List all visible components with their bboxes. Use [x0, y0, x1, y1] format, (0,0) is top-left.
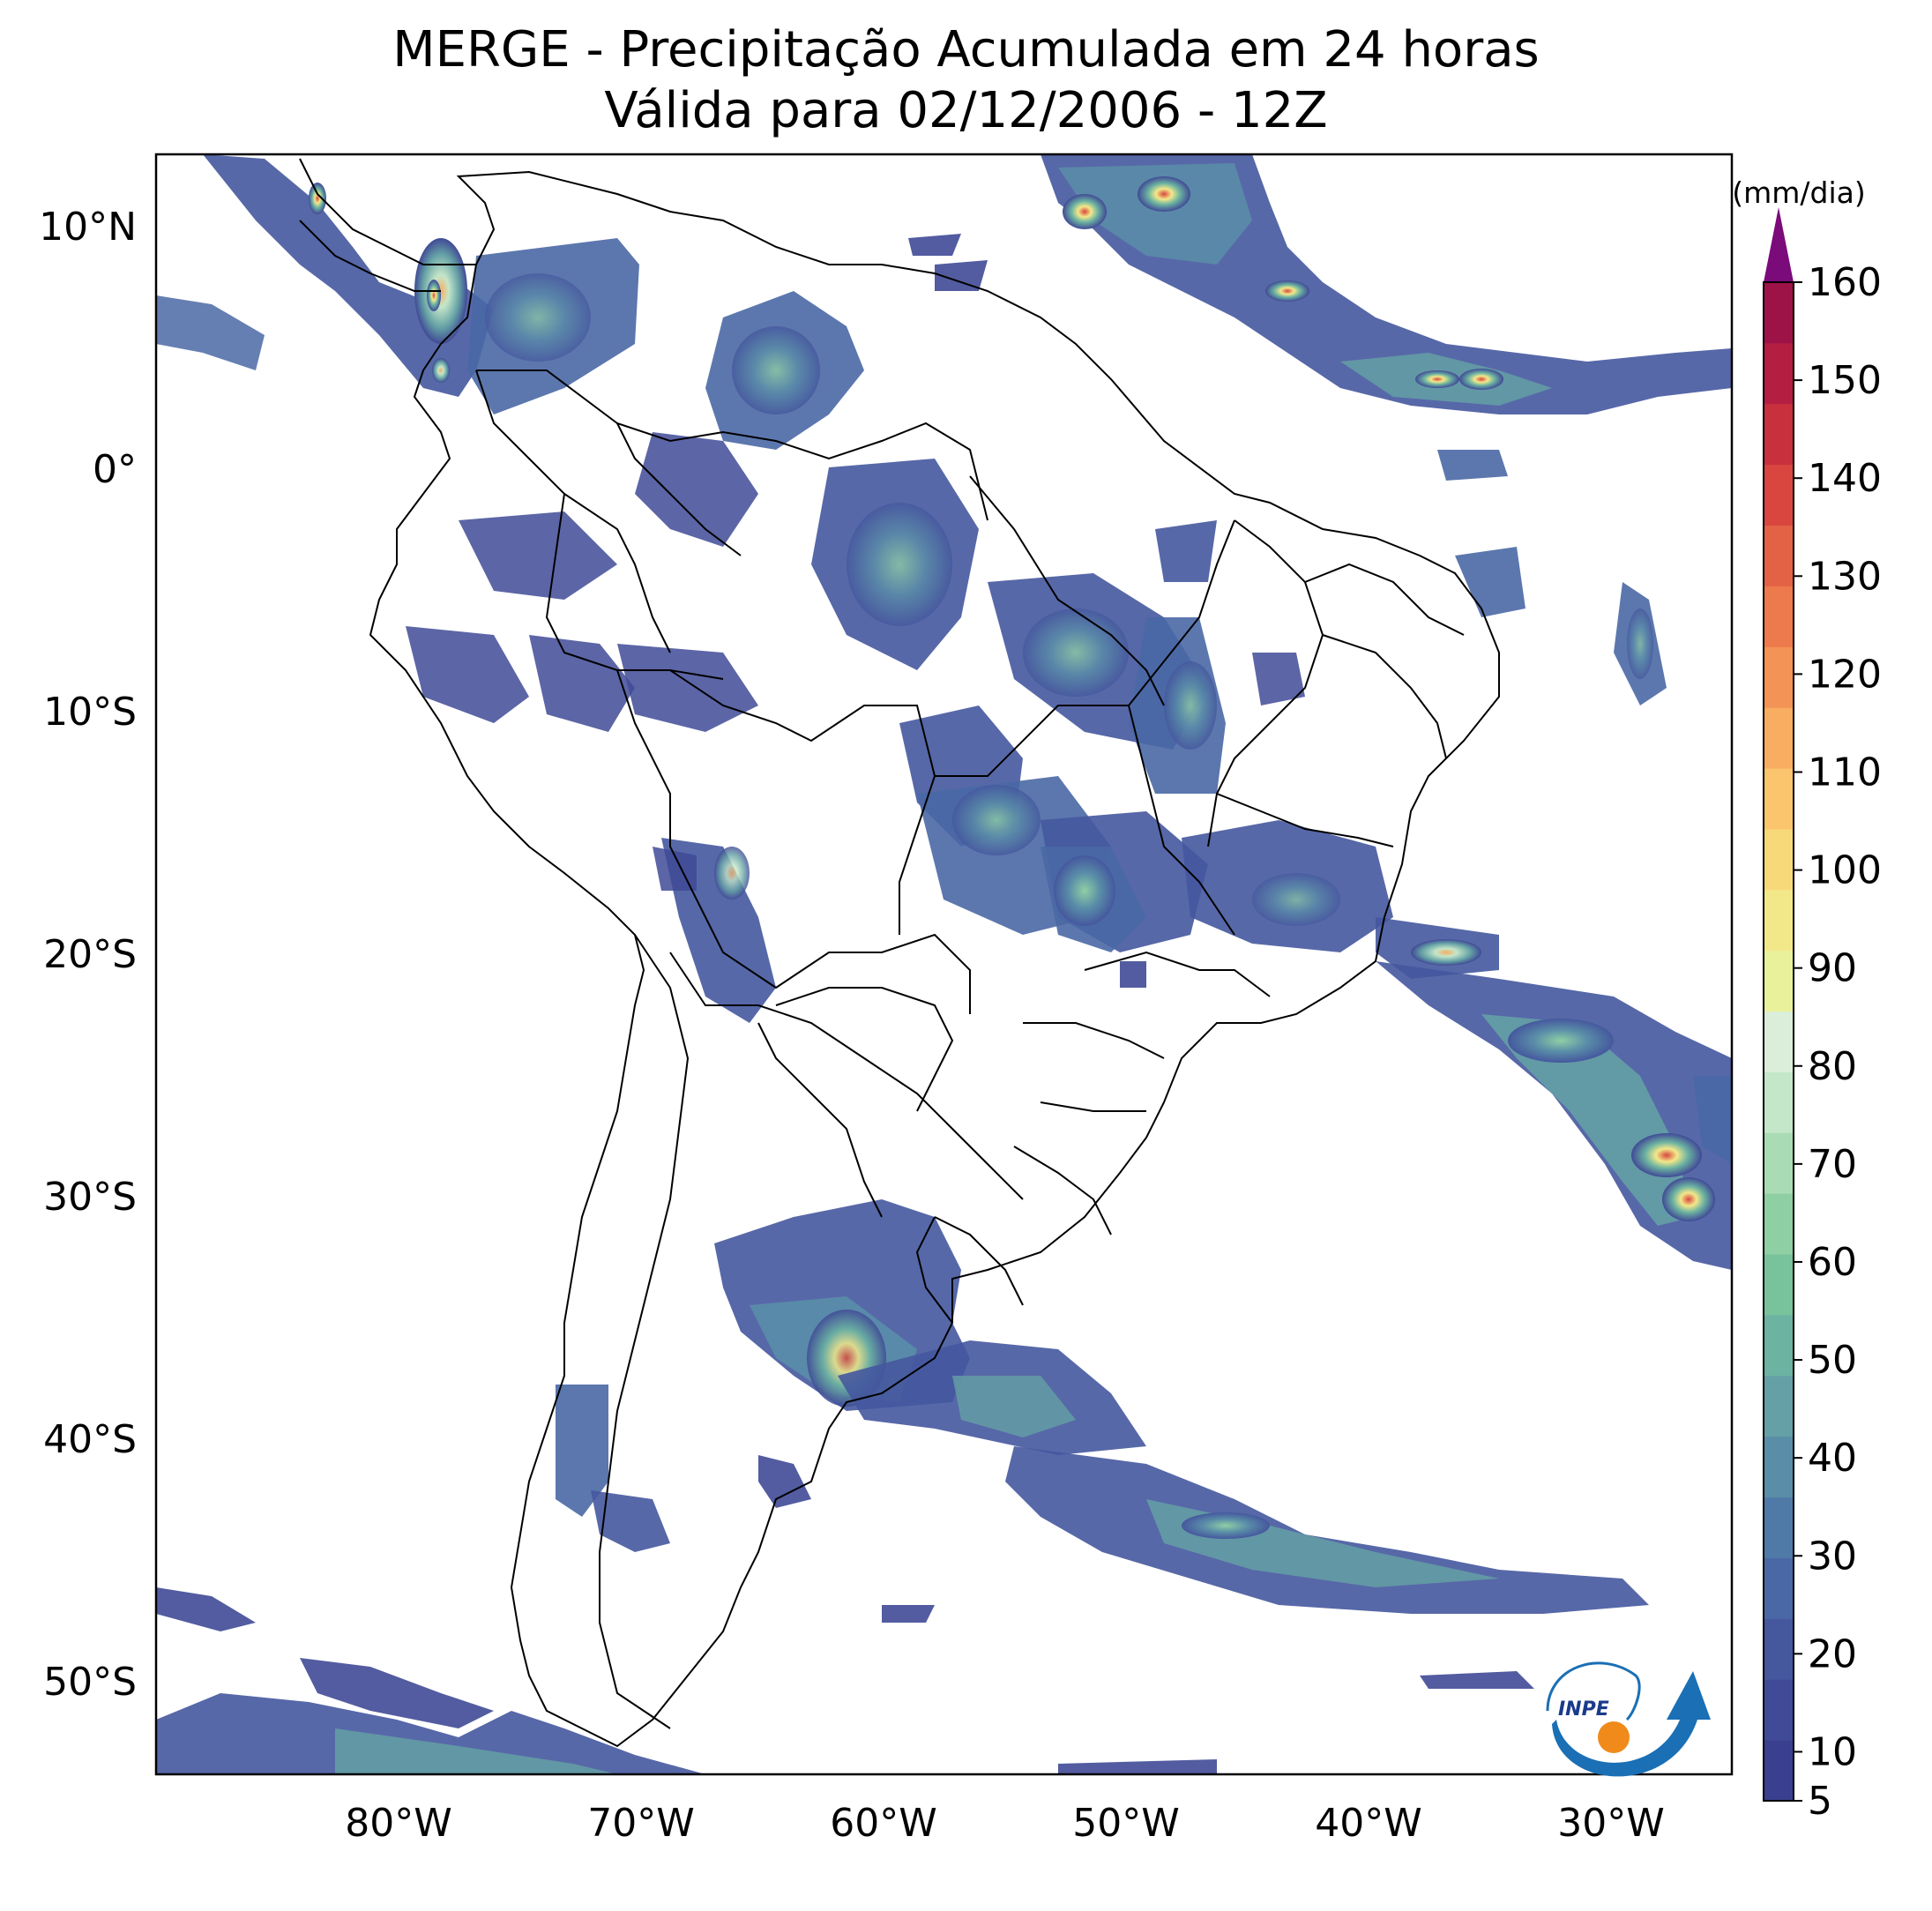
colorbar-tick-label: 40 [1808, 1436, 1857, 1481]
colorbar-segment [1764, 1193, 1794, 1255]
colorbar-tick-label: 140 [1808, 456, 1882, 501]
colorbar-tick-label: 50 [1808, 1338, 1857, 1383]
lon-label-50w: 50°W [1072, 1801, 1180, 1846]
logo-sun-icon [1598, 1721, 1630, 1753]
colorbar-tick-label: 30 [1808, 1534, 1857, 1579]
inpe-logo: INPE [1546, 1661, 1711, 1777]
lat-label-40s: 40°S [43, 1417, 137, 1462]
colorbar-segment [1764, 1557, 1794, 1619]
colorbar-segment [1764, 1254, 1794, 1316]
lat-label-0: 0° [93, 447, 137, 492]
map-subtitle: Válida para 02/12/2006 - 12Z [604, 82, 1328, 139]
logo-orbit-icon [1546, 1661, 1641, 1721]
lon-label-80w: 80°W [345, 1801, 452, 1846]
lat-label-10s: 10°S [43, 690, 137, 735]
colorbar-tick-label: 90 [1808, 946, 1857, 991]
colorbar-segment [1764, 828, 1794, 891]
colorbar-tick-label: 20 [1808, 1631, 1857, 1676]
colorbar-tick-label: 100 [1808, 848, 1882, 893]
borders [299, 158, 1500, 1748]
colorbar-units: (mm/dia) [1732, 175, 1866, 210]
longitude-labels: 80°W 70°W 60°W 50°W 40°W 30°W [345, 1801, 1665, 1846]
colorbar-segment [1764, 586, 1794, 647]
lat-label-10n: 10°N [39, 205, 137, 250]
colorbar-tick-label: 150 [1808, 358, 1882, 403]
colorbar-tick-label: 110 [1808, 750, 1882, 795]
colorbar-segment [1764, 403, 1794, 466]
colorbar-segment [1764, 1314, 1794, 1377]
colorbar-frame [1763, 281, 1794, 1802]
colorbar-segment [1764, 464, 1794, 526]
colorbar-segment [1764, 950, 1794, 1012]
colorbar-segment [1764, 646, 1794, 708]
colorbar-segment [1764, 1679, 1794, 1741]
logo-arrow-icon [1552, 1671, 1711, 1777]
colorbar-segment [1764, 282, 1794, 344]
colorbar-tick-label: 80 [1808, 1044, 1857, 1089]
logo-text: INPE [1558, 1698, 1609, 1721]
colorbar-tick-label: 10 [1808, 1729, 1857, 1774]
colorbar-segments [1764, 282, 1794, 1802]
lat-label-20s: 20°S [43, 932, 137, 977]
colorbar-ticks: 5 10 20 30 40 50 60 70 80 90 100 110 120 130 140 150 160 [1794, 260, 1882, 1824]
colorbar-segment [1764, 1132, 1794, 1194]
colorbar-tick-label: 70 [1808, 1142, 1857, 1187]
colorbar-segment [1764, 768, 1794, 830]
colorbar-segment [1764, 1740, 1794, 1802]
colorbar-tick-label: 160 [1808, 260, 1882, 305]
lon-label-30w: 30°W [1557, 1801, 1665, 1846]
colorbar-segment [1764, 707, 1794, 769]
lon-label-40w: 40°W [1315, 1801, 1422, 1846]
lat-label-50s: 50°S [43, 1660, 137, 1705]
colorbar-tick-label: 60 [1808, 1240, 1857, 1285]
colorbar-segment [1764, 342, 1794, 405]
colorbar-segment [1764, 1497, 1794, 1558]
lat-label-30s: 30°S [43, 1175, 137, 1220]
colorbar-segment [1764, 1436, 1794, 1498]
lon-label-60w: 60°W [830, 1801, 937, 1846]
colorbar-extend-arrow [1764, 207, 1794, 282]
latitude-labels: 10°N 0° 10°S 20°S 30°S 40°S 50°S [39, 205, 137, 1705]
colorbar-tick-label: 120 [1808, 652, 1882, 697]
colorbar-tick-label: 130 [1808, 554, 1882, 599]
colorbar-segment [1764, 525, 1794, 586]
colorbar-segment [1764, 1071, 1794, 1133]
colorbar-segment [1764, 1375, 1794, 1437]
colorbar-segment [1764, 1011, 1794, 1072]
map-title: MERGE - Precipitação Acumulada em 24 hor… [392, 21, 1540, 78]
colorbar-tick-label: 5 [1808, 1779, 1832, 1824]
colorbar: (mm/dia) 5 10 20 30 40 50 60 70 80 90 100 110 120 130… [1732, 175, 1882, 1824]
colorbar-segment [1764, 889, 1794, 952]
lon-label-70w: 70°W [587, 1801, 695, 1846]
colorbar-segment [1764, 1618, 1794, 1680]
